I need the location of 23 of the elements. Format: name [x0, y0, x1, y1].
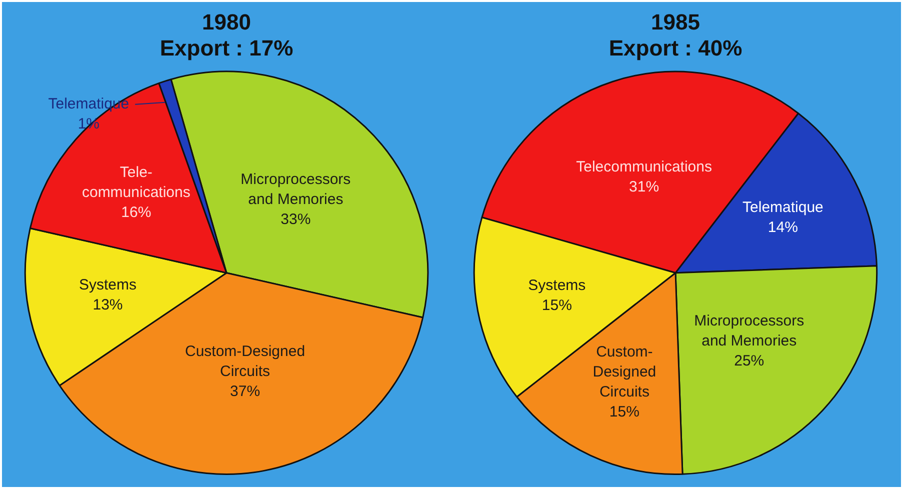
chart-subtitle: Export : 17% [160, 36, 294, 61]
slice-label: Telematique [742, 198, 824, 216]
slice-label: Microprocessors and Memories [240, 170, 351, 208]
data-label: 25% [734, 352, 764, 370]
data-label: 33% [280, 210, 311, 228]
chart-title: 1985 [651, 9, 700, 34]
chart-title: 1980 [202, 9, 251, 34]
slice-label: Custom- Designed Circuits [592, 344, 656, 401]
data-label: 37% [230, 383, 260, 400]
slice-label: Microprocessors and Memories [694, 312, 804, 350]
data-label: 13% [92, 296, 123, 314]
slice-label: Systems [78, 276, 137, 294]
chart-subtitle: Export : 40% [608, 36, 742, 61]
slice-label: Telecommunications [576, 158, 712, 176]
slice-label: Custom-Designed Circuits [184, 343, 306, 380]
data-label: 15% [609, 404, 640, 421]
data-label: 16% [121, 204, 152, 221]
slice-label: Systems [528, 277, 586, 294]
data-label: 31% [629, 178, 660, 196]
data-label: 14% [768, 218, 798, 236]
data-label: 1% [78, 116, 100, 132]
slice-label: Tele- communications [82, 164, 190, 201]
data-label: 15% [542, 297, 572, 314]
